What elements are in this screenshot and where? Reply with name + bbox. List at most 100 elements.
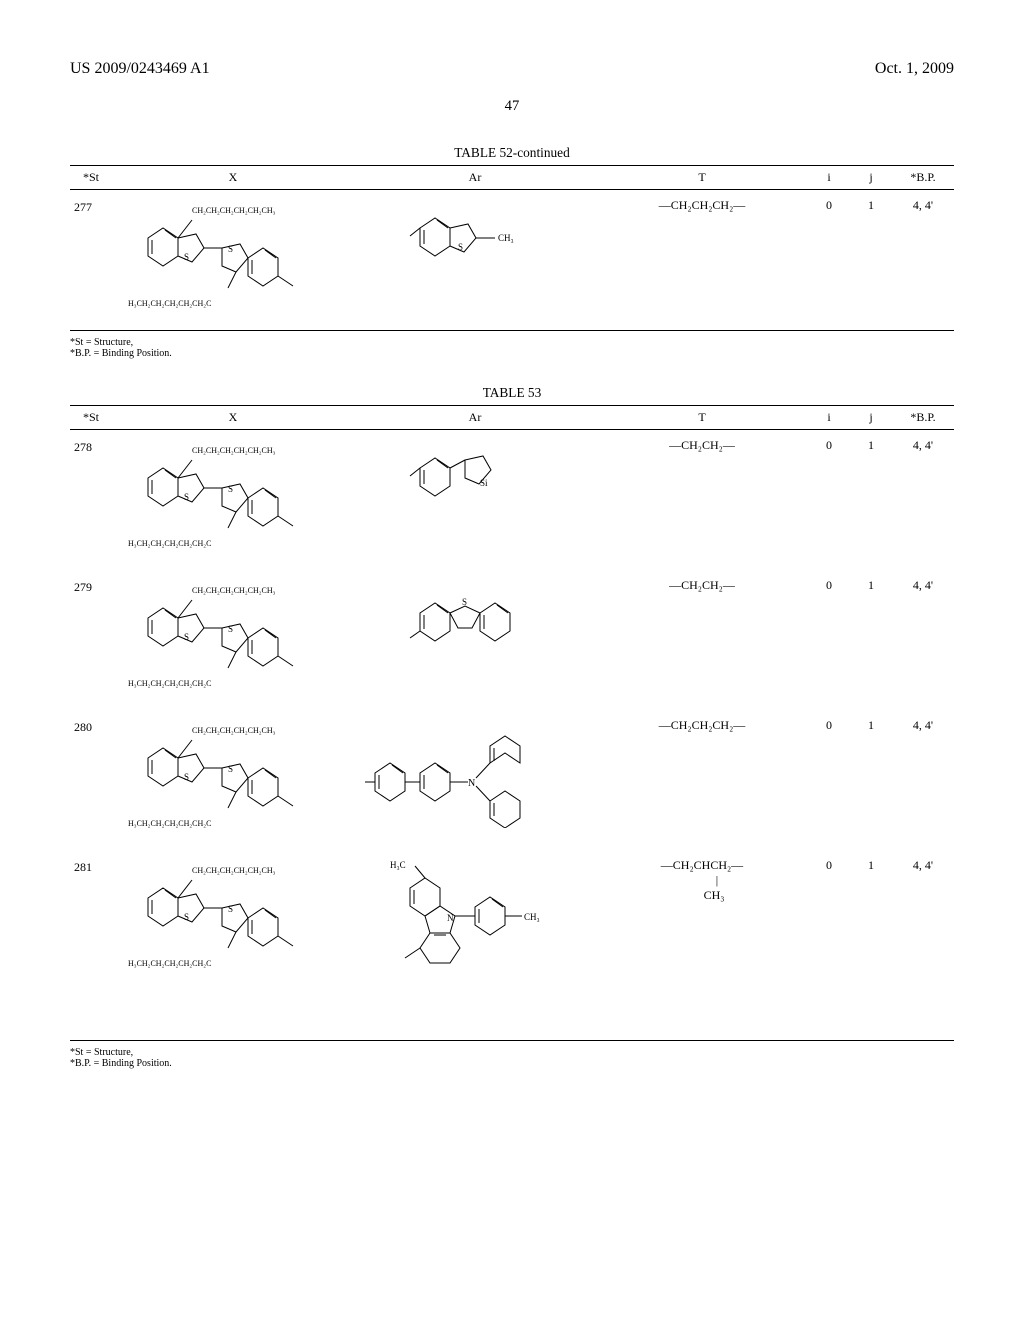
svg-text:N: N [447,913,454,923]
cell-i: 0 [808,430,850,571]
table-row: 277 S [70,190,954,331]
x-top-label: CH₂CH₂CH₂CH₂CH₂CH₃ [192,206,276,215]
svg-text:S: S [184,492,189,502]
svg-text:H₃CH₂CH₂CH₂CH₂CH₂C: H₃CH₂CH₂CH₂CH₂CH₂C [128,539,211,548]
col-bp: *B.P. [892,406,954,430]
structure-ar-icon: N [360,718,590,832]
svg-text:CH₂CH₂CH₂CH₂CH₂CH₃: CH₂CH₂CH₂CH₂CH₂CH₃ [192,586,276,595]
col-x: X [112,166,354,190]
col-t: T [596,166,808,190]
svg-text:S: S [228,904,233,914]
col-bp: *B.P. [892,166,954,190]
structure-x-icon: S S CH₂CH₂CH₂CH₂CH₂CH₃ H₃CH₂CH₂CH₂CH₂CH₂… [128,438,338,562]
cell-bp: 4, 4' [892,570,954,710]
cell-st: 277 [70,190,112,331]
col-ar: Ar [354,406,596,430]
structure-ar-icon: S CH₃ [400,198,550,262]
page-number: 47 [70,98,954,115]
structure-ar-icon: Si [400,438,550,502]
cell-x: S S CH₂CH₂CH₂CH₂CH₂CH₃ [112,190,354,331]
table-row: 279 S S [70,570,954,710]
svg-text:S: S [458,242,463,252]
col-j: j [850,406,892,430]
cell-ar: S CH₃ [354,190,596,331]
cell-i: 0 [808,190,850,331]
svg-text:H₃C: H₃C [390,860,406,870]
svg-text:S: S [228,624,233,634]
svg-text:Si: Si [480,478,488,488]
svg-text:H₃CH₂CH₂CH₂CH₂CH₂C: H₃CH₂CH₂CH₂CH₂CH₂C [128,679,211,688]
svg-text:S: S [228,484,233,494]
table-row: 281 S S [70,850,954,1041]
svg-text:S: S [184,632,189,642]
cell-bp: 4, 4' [892,710,954,850]
svg-text:CH₃: CH₃ [524,912,540,922]
svg-text:CH₂CH₂CH₂CH₂CH₂CH₃: CH₂CH₂CH₂CH₂CH₂CH₃ [192,446,276,455]
cell-x: S S CH₂CH₂CH₂CH₂CH₂CH₃ H₃CH₂CH₂CH₂CH₂CH₂… [112,710,354,850]
cell-bp: 4, 4' [892,190,954,331]
svg-text:H₃CH₂CH₂CH₂CH₂CH₂C: H₃CH₂CH₂CH₂CH₂CH₂C [128,959,211,968]
structure-x-icon: S S CH₂CH₂CH₂CH₂CH₂CH₃ H₃CH₂CH₂CH₂CH₂CH₂… [128,578,338,702]
svg-text:S: S [228,244,233,254]
cell-x: S S CH₂CH₂CH₂CH₂CH₂CH₃ H₃CH₂CH₂CH₂CH₂CH₂… [112,850,354,1041]
cell-x: S S CH₂CH₂CH₂CH₂CH₂CH₃ H₃CH₂CH₂CH₂CH₂CH₂… [112,430,354,571]
svg-text:CH₂CH₂CH₂CH₂CH₂CH₃: CH₂CH₂CH₂CH₂CH₂CH₃ [192,866,276,875]
table-row: 278 S S [70,430,954,571]
structure-x-icon: S S CH₂CH₂CH₂CH₂CH₂CH₃ H₃CH₂CH₂CH₂CH₂CH₂… [128,858,338,982]
cell-ar: N [354,710,596,850]
cell-j: 1 [850,430,892,571]
cell-j: 1 [850,850,892,1041]
svg-text:N: N [468,778,475,789]
page-header: US 2009/0243469 A1 Oct. 1, 2009 [70,60,954,78]
cell-t: —CH₂CH₂— [596,430,808,571]
cell-i: 0 [808,850,850,1041]
col-t: T [596,406,808,430]
cell-ar: Si [354,430,596,571]
table-row: 280 S S [70,710,954,850]
cell-st: 281 [70,850,112,1041]
structure-x-icon: S S CH₂CH₂CH₂CH₂CH₂CH₃ H₃CH₂CH₂CH₂CH₂CH₂… [128,718,338,842]
col-st: *St [70,166,112,190]
cell-t: —CH₂CHCH₂— | CH₃ [596,850,808,1041]
col-st: *St [70,406,112,430]
cell-i: 0 [808,570,850,710]
cell-ar: S [354,570,596,710]
cell-j: 1 [850,570,892,710]
cell-t: —CH₂CH₂CH₂— [596,710,808,850]
svg-text:S: S [462,597,467,607]
structure-ar-icon: H₃C N CH₃ [370,858,580,1032]
col-ar: Ar [354,166,596,190]
table-52: *St X Ar T i j *B.P. 277 [70,165,954,331]
col-j: j [850,166,892,190]
svg-text:S: S [184,912,189,922]
cell-bp: 4, 4' [892,850,954,1041]
svg-text:CH₃: CH₃ [498,233,514,243]
cell-ar: H₃C N CH₃ [354,850,596,1041]
table-52-footnotes: *St = Structure, *B.P. = Binding Positio… [70,337,954,359]
x-bottom-label: H₃CH₂CH₂CH₂CH₂CH₂C [128,299,211,308]
cell-bp: 4, 4' [892,430,954,571]
cell-st: 280 [70,710,112,850]
structure-x-icon: S S CH₂CH₂CH₂CH₂CH₂CH₃ [128,198,338,322]
patent-date: Oct. 1, 2009 [875,60,954,78]
structure-ar-icon: S [390,578,560,652]
svg-text:S: S [184,252,189,262]
cell-x: S S CH₂CH₂CH₂CH₂CH₂CH₃ H₃CH₂CH₂CH₂CH₂CH₂… [112,570,354,710]
cell-t: —CH₂CH₂— [596,570,808,710]
table-53-footnotes: *St = Structure, *B.P. = Binding Positio… [70,1047,954,1069]
cell-i: 0 [808,710,850,850]
cell-t: —CH₂CH₂CH₂— [596,190,808,331]
patent-number: US 2009/0243469 A1 [70,60,210,78]
col-i: i [808,166,850,190]
svg-text:CH₂CH₂CH₂CH₂CH₂CH₃: CH₂CH₂CH₂CH₂CH₂CH₃ [192,726,276,735]
cell-j: 1 [850,190,892,331]
svg-text:H₃CH₂CH₂CH₂CH₂CH₂C: H₃CH₂CH₂CH₂CH₂CH₂C [128,819,211,828]
table-53: *St X Ar T i j *B.P. 278 S [70,405,954,1041]
cell-st: 278 [70,430,112,571]
cell-st: 279 [70,570,112,710]
svg-text:S: S [228,764,233,774]
svg-text:S: S [184,772,189,782]
table-52-title: TABLE 52-continued [70,145,954,161]
col-i: i [808,406,850,430]
col-x: X [112,406,354,430]
